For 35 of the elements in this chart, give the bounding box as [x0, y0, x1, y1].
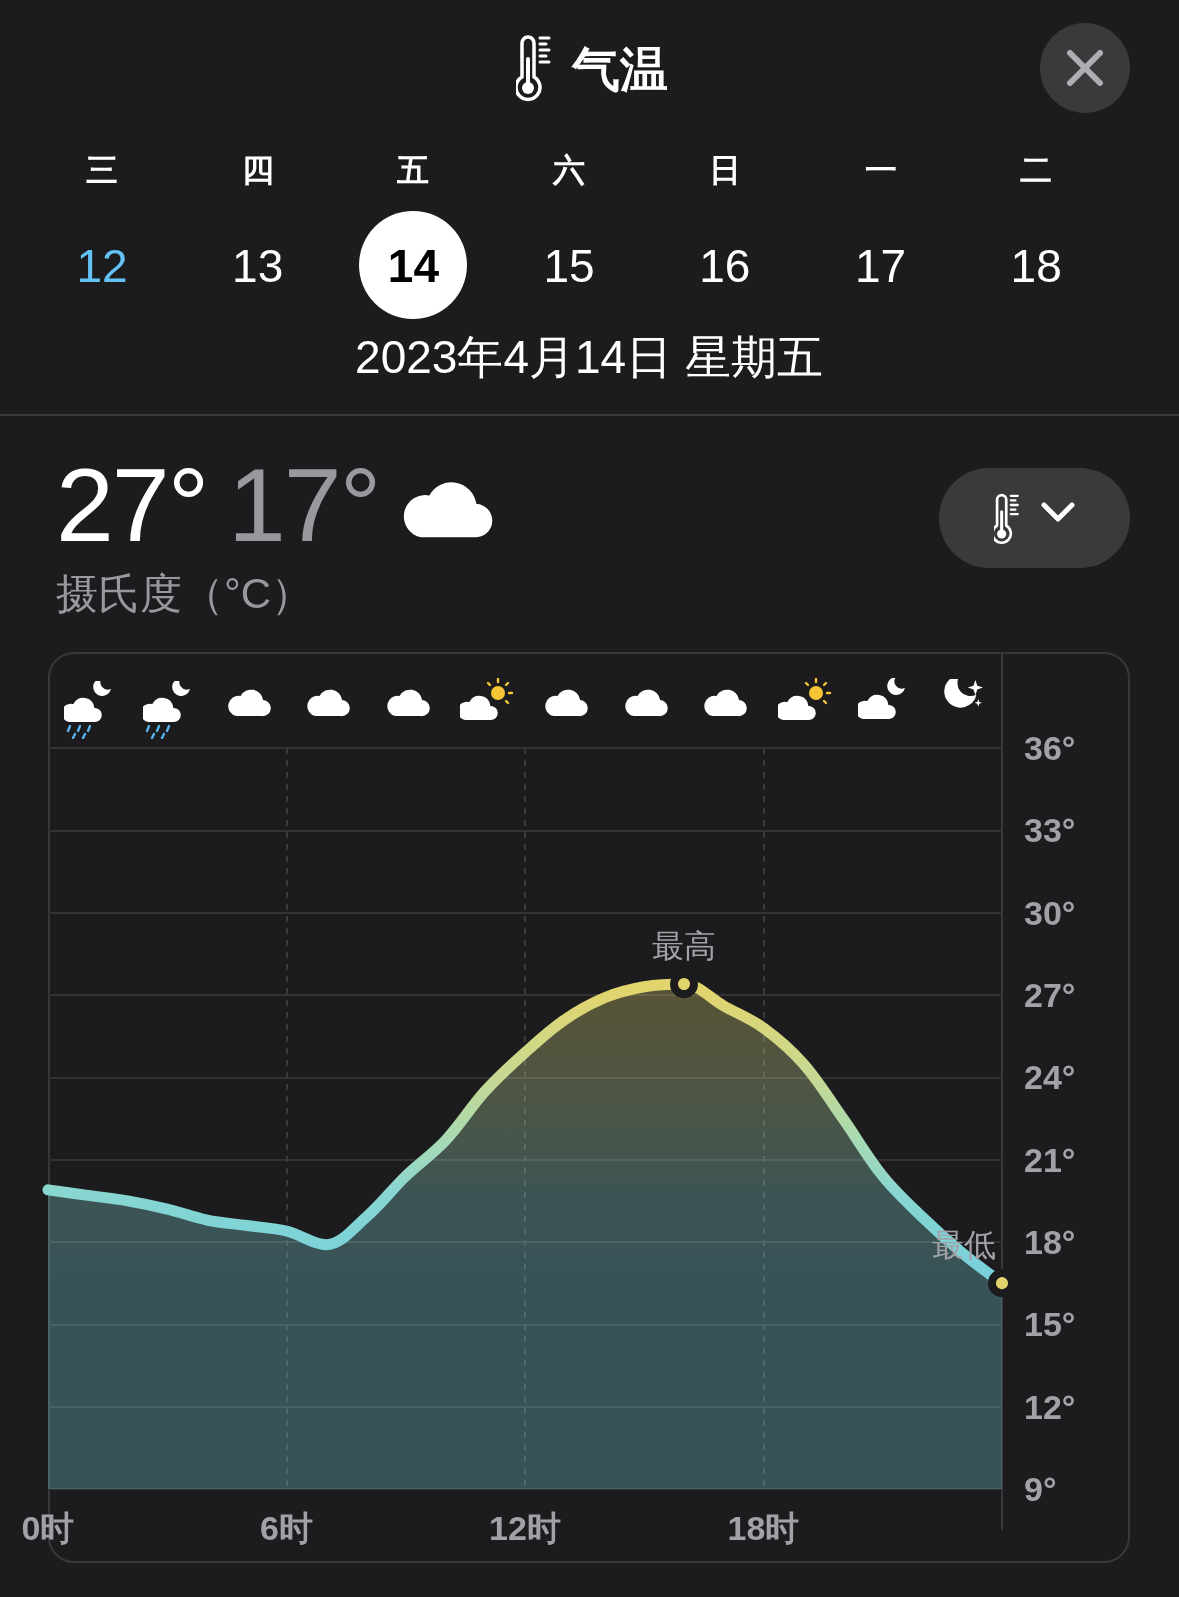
text: 15: [543, 240, 595, 292]
text: 一: [864, 152, 897, 188]
text: 三: [86, 152, 118, 188]
text: 27°: [56, 447, 208, 563]
x-tick-label: 12时: [489, 1509, 561, 1547]
y-tick-label: 12°: [1024, 1387, 1076, 1426]
y-tick-label: 30°: [1024, 893, 1076, 932]
text: 摄氏度（°C）: [56, 570, 314, 617]
text: 16: [699, 240, 751, 292]
text: 日: [708, 152, 741, 188]
annotation: 最低: [932, 1227, 996, 1264]
x-tick-label: 18时: [727, 1509, 800, 1547]
y-tick-label: 18°: [1024, 1223, 1076, 1261]
text: 18: [1010, 240, 1062, 292]
chart-title: 气温: [572, 43, 668, 96]
annotation: 最高: [652, 928, 716, 965]
text: 六: [553, 152, 586, 188]
y-tick-label: 36°: [1024, 729, 1076, 767]
y-tick-label: 27°: [1024, 976, 1076, 1014]
y-tick-label: 15°: [1024, 1305, 1076, 1344]
text: 13: [232, 240, 284, 292]
text: 五: [397, 152, 430, 188]
chart-subtitle: 2023年4月14日 星期五: [355, 331, 823, 383]
y-tick-label: 21°: [1024, 1140, 1076, 1179]
x-tick-label: 6时: [260, 1509, 313, 1547]
y-tick-label: 24°: [1024, 1058, 1076, 1097]
text: 17°: [228, 447, 380, 563]
text: 二: [1020, 152, 1053, 188]
x-tick-label: 0时: [21, 1509, 75, 1547]
text: 12: [76, 240, 128, 292]
y-tick-label: 33°: [1024, 811, 1076, 850]
text: 14: [387, 240, 439, 292]
text: 四: [241, 152, 274, 188]
y-tick-label: 9°: [1024, 1470, 1057, 1508]
text: 17: [854, 240, 907, 292]
